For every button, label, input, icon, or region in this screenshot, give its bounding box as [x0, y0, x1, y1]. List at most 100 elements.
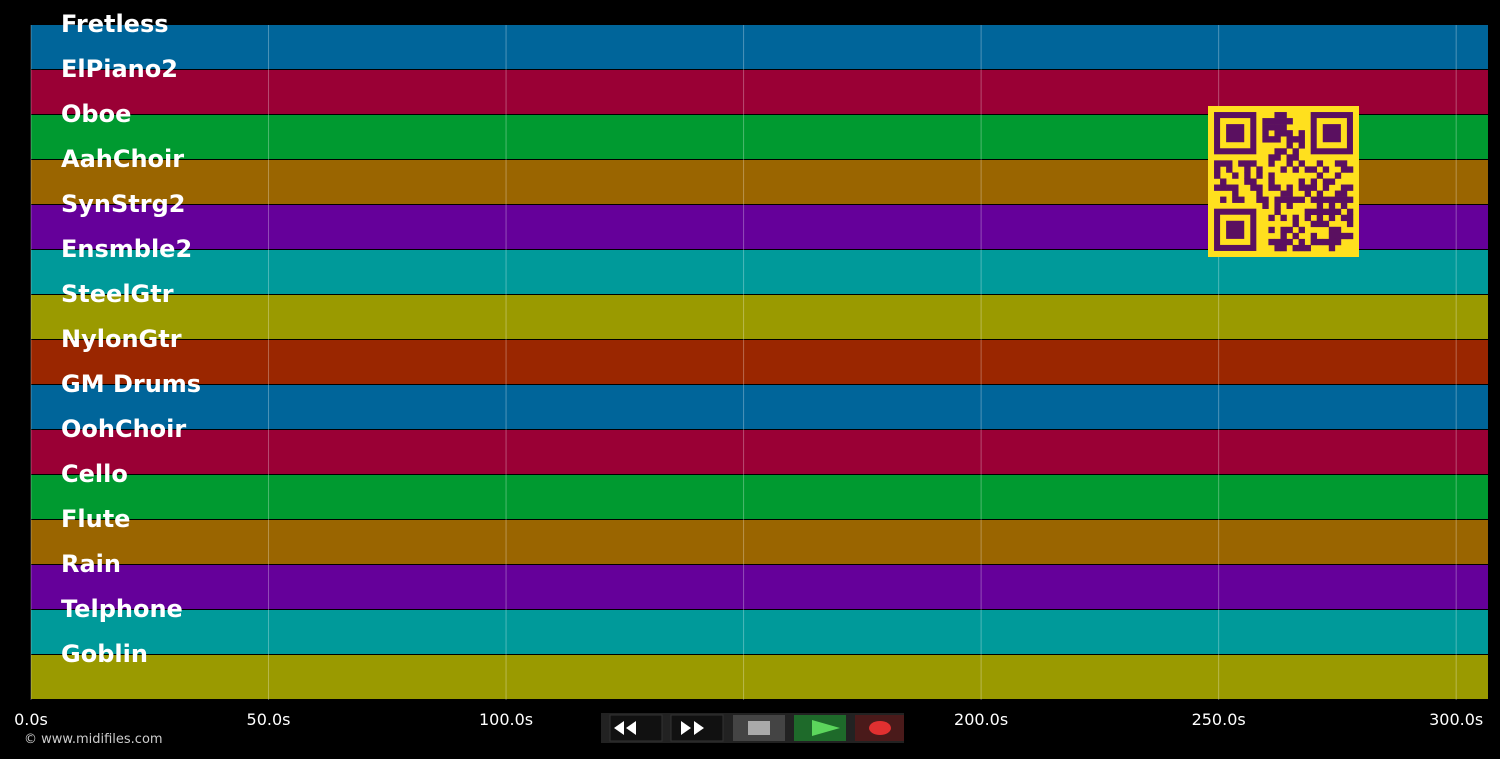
track-name: GM Drums: [61, 370, 201, 398]
track-name: SynStrg2: [61, 190, 186, 218]
forward-button[interactable]: [670, 714, 724, 742]
qr-module: [1292, 148, 1299, 155]
track-name: Ensmble2: [61, 235, 192, 263]
qr-module: [1232, 190, 1239, 197]
qr-module: [1220, 184, 1227, 191]
qr-module: [1274, 136, 1281, 143]
track-lane: [31, 520, 1488, 564]
qr-module: [1262, 136, 1269, 143]
qr-module: [1268, 136, 1275, 143]
qr-module: [1322, 184, 1330, 191]
qr-module: [1262, 124, 1269, 131]
qr-module: [1316, 214, 1324, 222]
qr-module: [1298, 244, 1305, 252]
qr-module: [1274, 202, 1281, 209]
qr-module: [1304, 190, 1311, 197]
qr-module: [1274, 238, 1281, 246]
track-lane: [31, 25, 1488, 69]
qr-module: [1346, 214, 1354, 222]
track-name: SteelGtr: [61, 280, 174, 308]
qr-module: [1346, 166, 1354, 173]
qr-module: [1346, 196, 1354, 203]
qr-module: [1304, 166, 1311, 173]
play-button[interactable]: [794, 715, 846, 741]
stop-button[interactable]: [733, 715, 785, 741]
qr-module: [1334, 226, 1342, 234]
qr-module: [1220, 178, 1227, 185]
stop-icon: [748, 721, 770, 735]
qr-module: [1310, 208, 1318, 216]
track-lane: [31, 565, 1488, 609]
qr-module: [1280, 112, 1287, 119]
x-tick-label: 250.0s: [1192, 710, 1246, 729]
track-name: OohChoir: [61, 415, 186, 443]
qr-module: [1286, 130, 1293, 137]
record-button[interactable]: [855, 715, 904, 741]
rewind-button[interactable]: [609, 714, 663, 742]
qr-module: [1322, 238, 1330, 246]
qr-module: [1244, 160, 1251, 167]
record-icon: [869, 721, 891, 735]
qr-module: [1304, 184, 1311, 191]
track-lane: [31, 385, 1488, 429]
qr-module: [1286, 160, 1293, 167]
qr-module: [1304, 208, 1311, 216]
qr-module: [1340, 232, 1348, 240]
qr-module: [1286, 196, 1293, 203]
qr-module: [1280, 196, 1287, 203]
x-tick-label: 50.0s: [247, 710, 291, 729]
grid: [30, 25, 1457, 700]
qr-module: [1316, 208, 1324, 216]
qr-module: [1286, 118, 1293, 125]
track-lane: [31, 340, 1488, 384]
qr-finder: [1226, 124, 1245, 143]
qr-module: [1340, 190, 1348, 197]
qr-module: [1268, 118, 1275, 125]
qr-module: [1226, 184, 1233, 191]
x-tick-label: 0.0s: [14, 710, 48, 729]
qr-module: [1220, 196, 1227, 203]
qr-module: [1268, 160, 1275, 167]
qr-module: [1346, 232, 1354, 240]
qr-module: [1268, 184, 1275, 191]
track-name: Goblin: [61, 640, 148, 668]
qr-module: [1292, 244, 1299, 252]
qr-module: [1298, 136, 1305, 143]
track-name: Rain: [61, 550, 121, 578]
qr-module: [1274, 124, 1281, 131]
qr-module: [1328, 202, 1336, 209]
qr-module: [1214, 166, 1221, 173]
qr-module: [1322, 178, 1330, 185]
qr-module: [1226, 160, 1233, 167]
qr-module: [1256, 172, 1263, 179]
qr-module: [1214, 160, 1221, 167]
qr-module: [1268, 238, 1275, 246]
qr-module: [1256, 166, 1263, 173]
qr-module: [1292, 232, 1299, 240]
track-name: Oboe: [61, 100, 131, 128]
x-tick-label: 100.0s: [479, 710, 533, 729]
qr-module: [1328, 238, 1336, 246]
qr-module: [1214, 184, 1221, 191]
track-lane: [31, 655, 1488, 699]
qr-module: [1310, 166, 1318, 173]
qr-module: [1280, 244, 1287, 252]
qr-module: [1220, 160, 1227, 167]
track-lane: [31, 295, 1488, 339]
qr-module: [1280, 190, 1287, 197]
qr-module: [1244, 166, 1251, 173]
qr-module: [1334, 190, 1342, 197]
qr-module: [1316, 220, 1324, 228]
qr-module: [1340, 202, 1348, 209]
track-name: Telphone: [61, 595, 183, 623]
qr-finder: [1322, 124, 1341, 143]
qr-module: [1262, 196, 1269, 203]
qr-module: [1292, 166, 1299, 173]
qr-module: [1328, 208, 1336, 216]
qr-module: [1250, 184, 1257, 191]
track-lane: [31, 610, 1488, 654]
qr-module: [1340, 184, 1348, 191]
qr-module: [1298, 160, 1305, 167]
qr-module: [1274, 118, 1281, 125]
qr-module: [1334, 232, 1342, 240]
